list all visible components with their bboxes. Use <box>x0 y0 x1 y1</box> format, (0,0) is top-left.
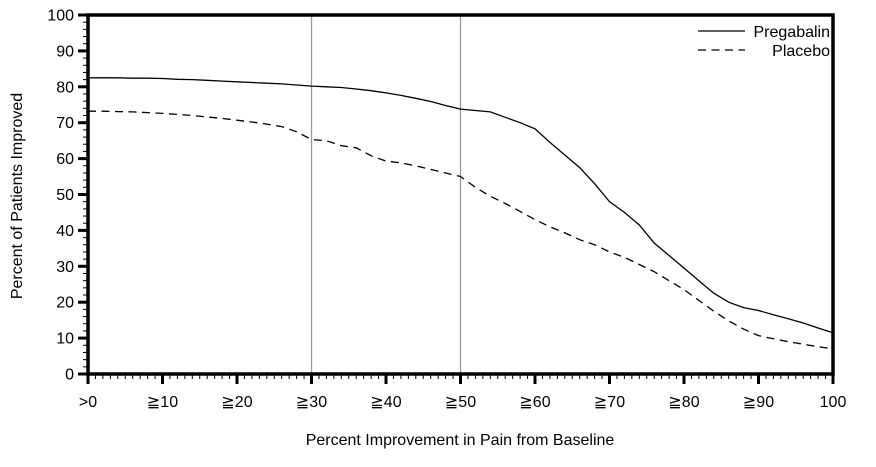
reference-gridlines <box>310 15 462 374</box>
axes-frame-and-ticks <box>78 13 835 384</box>
x-tick-label: >0 <box>79 394 97 411</box>
x-tick-label: ≧20 <box>221 394 252 411</box>
x-tick-label: ≧60 <box>519 394 550 411</box>
y-tick-label: 50 <box>56 187 74 204</box>
y-tick-label: 100 <box>47 8 74 25</box>
y-tick-label: 40 <box>56 223 74 240</box>
y-tick-label: 10 <box>56 331 74 348</box>
legend: Pregabalin Placebo <box>698 24 830 60</box>
y-tick-label: 80 <box>56 79 74 96</box>
legend-pregabalin-label: Pregabalin <box>754 24 831 41</box>
y-axis-title: Percent of Patients Improved <box>9 93 26 299</box>
x-tick-label: ≧50 <box>445 394 476 411</box>
series-lines <box>88 77 834 350</box>
y-tick-label: 90 <box>56 43 74 60</box>
x-tick-label: ≧40 <box>370 394 401 411</box>
series-line-pregabalin <box>88 77 834 334</box>
y-tick-label: 20 <box>56 295 74 312</box>
y-tick-label: 0 <box>65 367 74 384</box>
x-tick-label: ≧80 <box>668 394 699 411</box>
x-axis-title: Percent Improvement in Pain from Baselin… <box>306 432 615 449</box>
x-tick-label: ≧10 <box>147 394 178 411</box>
y-tick-label: 70 <box>56 115 74 132</box>
y-tick-label: 60 <box>56 151 74 168</box>
x-tick-label: ≧30 <box>296 394 327 411</box>
x-tick-label: 100 <box>820 394 847 411</box>
y-tick-labels: 0 10 20 30 40 50 60 70 80 90 100 <box>47 8 74 384</box>
y-tick-label: 30 <box>56 259 74 276</box>
series-line-placebo <box>88 110 834 350</box>
x-tick-label: ≧70 <box>594 394 625 411</box>
x-tick-labels: >0 ≧10 ≧20 ≧30 ≧40 ≧50 ≧60 ≧70 ≧80 ≧90 100 <box>79 394 847 411</box>
legend-placebo-label: Placebo <box>772 43 830 60</box>
x-tick-label: ≧90 <box>743 394 774 411</box>
